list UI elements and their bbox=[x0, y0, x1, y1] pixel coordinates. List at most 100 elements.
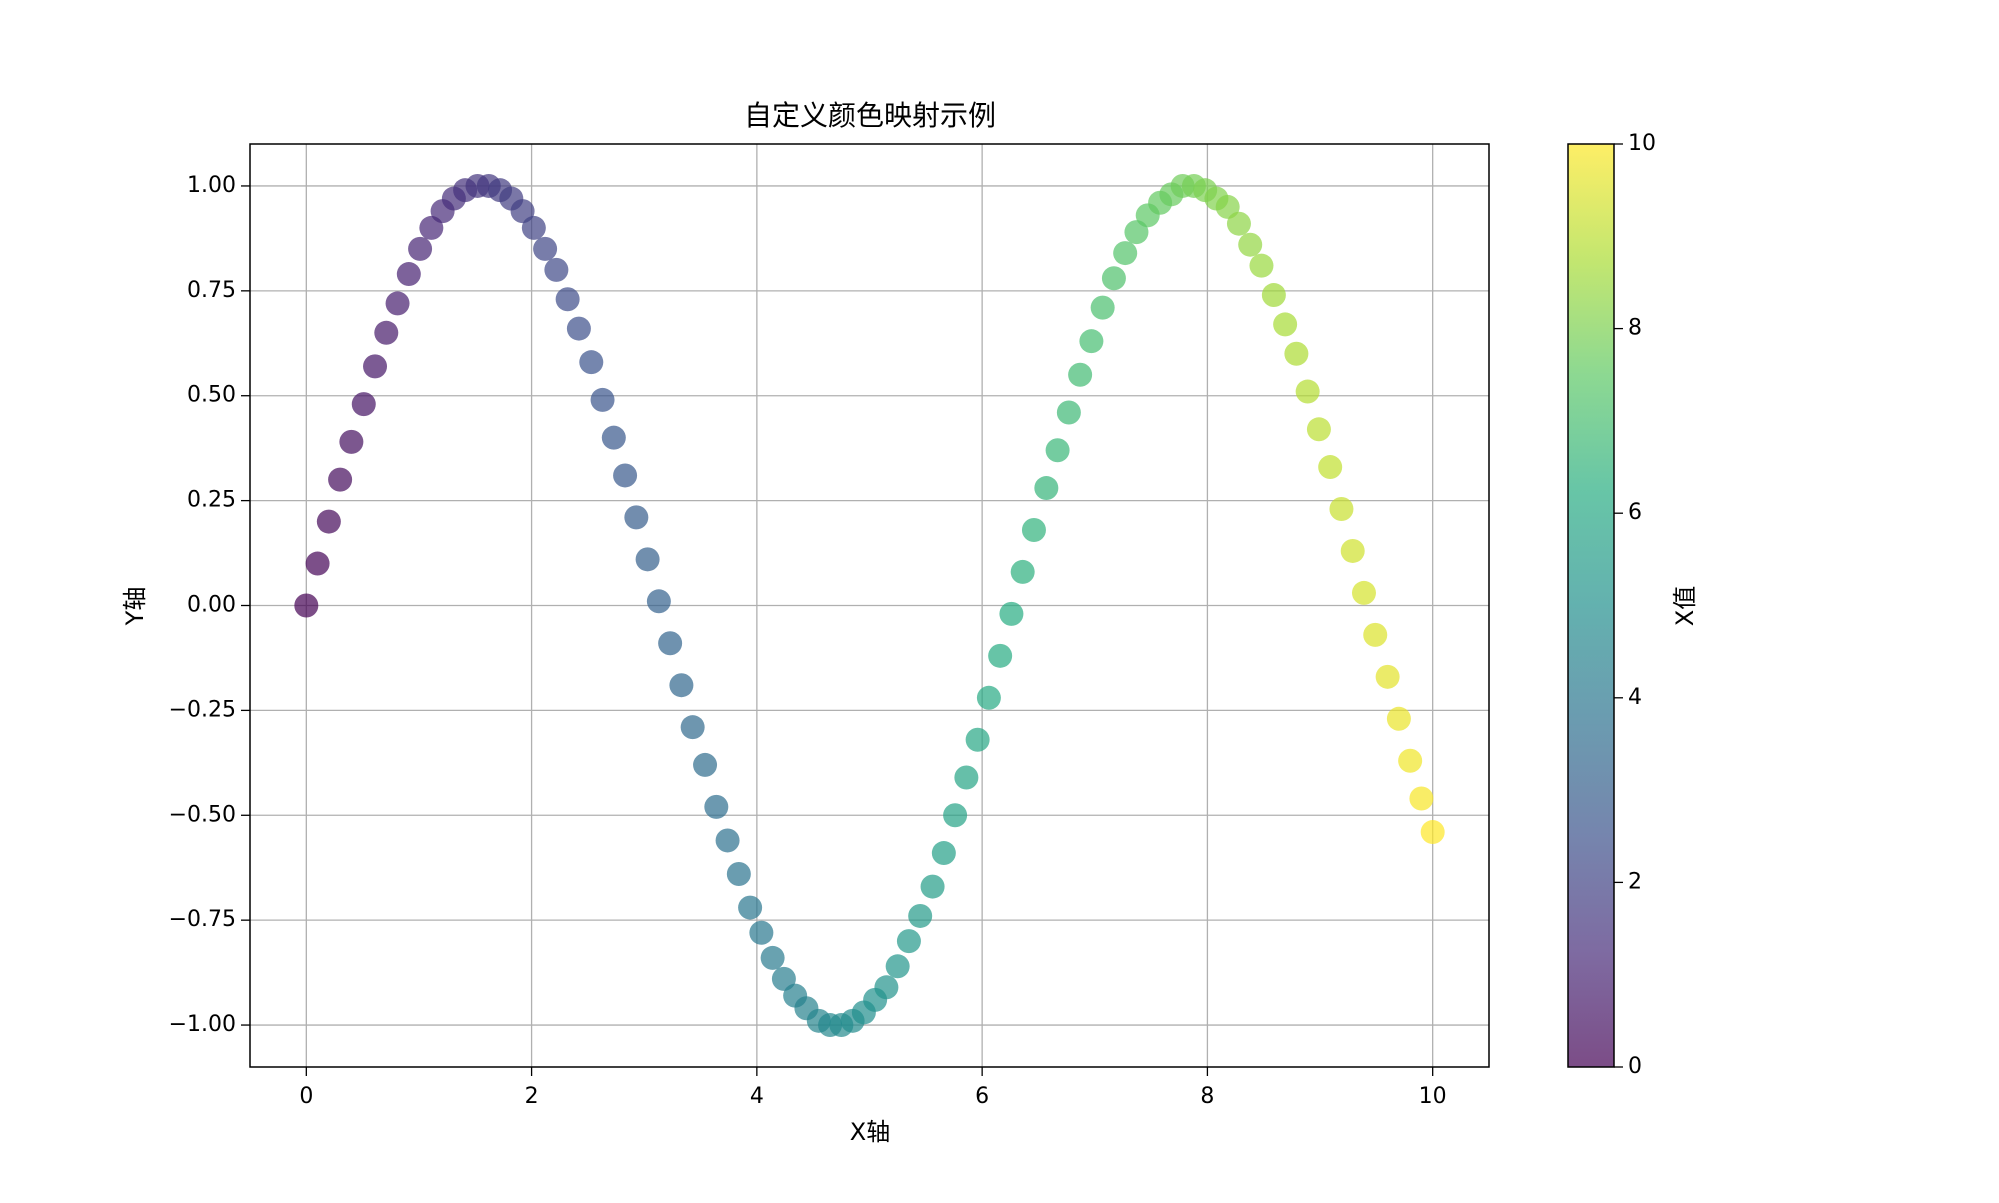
x-axis-label: X轴 bbox=[850, 1118, 890, 1146]
scatter-point bbox=[533, 236, 558, 261]
scatter-point bbox=[613, 463, 638, 488]
scatter-point bbox=[1045, 438, 1070, 463]
x-tick-label: 6 bbox=[975, 1084, 989, 1109]
scatter-point bbox=[1386, 706, 1411, 731]
colorbar-tick-label: 8 bbox=[1628, 316, 1642, 341]
colorbar bbox=[1568, 144, 1614, 1067]
scatter-point bbox=[601, 425, 626, 450]
scatter-point bbox=[976, 685, 1001, 710]
scatter-point bbox=[1113, 241, 1138, 266]
scatter-point bbox=[704, 794, 729, 819]
plot-frame bbox=[249, 143, 1490, 1068]
scatter-point bbox=[1249, 253, 1274, 278]
scatter-point bbox=[738, 895, 763, 920]
y-axis-label: Y轴 bbox=[121, 587, 149, 627]
scatter-point bbox=[374, 320, 399, 345]
x-tick-label: 4 bbox=[750, 1084, 764, 1109]
colorbar-frame bbox=[1567, 143, 1615, 1068]
colorbar-tick-label: 0 bbox=[1628, 1054, 1642, 1079]
scatter-point bbox=[1010, 559, 1035, 584]
scatter-point bbox=[965, 727, 990, 752]
scatter-point bbox=[339, 429, 364, 454]
scatter-point bbox=[1238, 232, 1263, 257]
scatter-point bbox=[999, 601, 1024, 626]
scatter-point bbox=[874, 975, 899, 1000]
y-tick-label: 0.25 bbox=[187, 488, 236, 513]
scatter-point bbox=[988, 643, 1013, 668]
scatter-point bbox=[760, 945, 785, 970]
scatter-point bbox=[1351, 580, 1376, 605]
scatter-point bbox=[896, 929, 921, 954]
scatter-point bbox=[1420, 820, 1445, 845]
scatter-point bbox=[1261, 283, 1286, 308]
scatter-point bbox=[658, 631, 683, 656]
scatter-point bbox=[1021, 517, 1046, 542]
scatter-point bbox=[920, 874, 945, 899]
scatter-point bbox=[726, 862, 751, 887]
scatter-point bbox=[669, 673, 694, 698]
scatter-point bbox=[646, 589, 671, 614]
scatter-point bbox=[363, 354, 388, 379]
scatter-point bbox=[294, 593, 319, 618]
x-tick-label: 8 bbox=[1200, 1084, 1214, 1109]
scatter-point bbox=[1340, 538, 1365, 563]
scatter-point bbox=[908, 903, 933, 928]
colorbar-label: X值 bbox=[1671, 586, 1699, 626]
chart-title: 自定义颜色映射示例 bbox=[744, 99, 996, 132]
y-tick-label: 0.00 bbox=[187, 593, 236, 618]
scatter-point bbox=[1034, 476, 1059, 501]
y-tick-label: −0.75 bbox=[169, 907, 236, 932]
scatter-point bbox=[1090, 295, 1115, 320]
scatter-point bbox=[1226, 211, 1251, 236]
scatter-point bbox=[954, 765, 979, 790]
scatter-point bbox=[1409, 786, 1434, 811]
y-tick-label: −0.50 bbox=[169, 802, 236, 827]
scatter-point bbox=[566, 316, 591, 341]
scatter-point bbox=[693, 752, 718, 777]
scatter-point bbox=[385, 291, 410, 316]
scatter-point bbox=[624, 505, 649, 530]
scatter-point bbox=[1068, 362, 1093, 387]
scatter-point bbox=[931, 841, 956, 866]
scatter-point bbox=[715, 828, 740, 853]
x-tick-label: 10 bbox=[1419, 1084, 1447, 1109]
scatter-point bbox=[590, 387, 615, 412]
scatter-point bbox=[305, 551, 330, 576]
scatter-point bbox=[351, 392, 376, 417]
colorbar-tick-label: 6 bbox=[1628, 500, 1642, 525]
x-tick-label: 2 bbox=[525, 1084, 539, 1109]
scatter-point bbox=[1375, 664, 1400, 689]
scatter-point bbox=[1284, 341, 1309, 366]
scatter-point bbox=[1398, 748, 1423, 773]
scatter-point bbox=[408, 236, 433, 261]
x-tick-label: 0 bbox=[299, 1084, 313, 1109]
colorbar-tick-label: 10 bbox=[1628, 131, 1656, 156]
scatter-point bbox=[328, 467, 353, 492]
scatter-point bbox=[316, 509, 341, 534]
scatter-point bbox=[1056, 400, 1081, 425]
scatter-point bbox=[544, 257, 569, 282]
scatter-point bbox=[635, 547, 660, 572]
scatter-point bbox=[1295, 379, 1320, 404]
colorbar-tick-label: 4 bbox=[1628, 685, 1642, 710]
colorbar-tick-label: 2 bbox=[1628, 869, 1642, 894]
scatter-point bbox=[680, 715, 705, 740]
y-tick-label: 0.50 bbox=[187, 383, 236, 408]
scatter-point bbox=[1318, 455, 1343, 480]
y-tick-label: −1.00 bbox=[169, 1012, 236, 1037]
scatter-point bbox=[943, 803, 968, 828]
scatter-point bbox=[579, 350, 604, 375]
scatter-point bbox=[1363, 622, 1388, 647]
scatter-point bbox=[885, 954, 910, 979]
y-tick-label: 0.75 bbox=[187, 278, 236, 303]
y-tick-label: 1.00 bbox=[187, 173, 236, 198]
scatter-point bbox=[555, 287, 580, 312]
scatter-point bbox=[749, 920, 774, 945]
scatter-point bbox=[1329, 497, 1354, 522]
scatter-point bbox=[1079, 329, 1104, 354]
scatter-point bbox=[396, 262, 421, 287]
scatter-point bbox=[1306, 417, 1331, 442]
scatter-point bbox=[521, 215, 546, 240]
